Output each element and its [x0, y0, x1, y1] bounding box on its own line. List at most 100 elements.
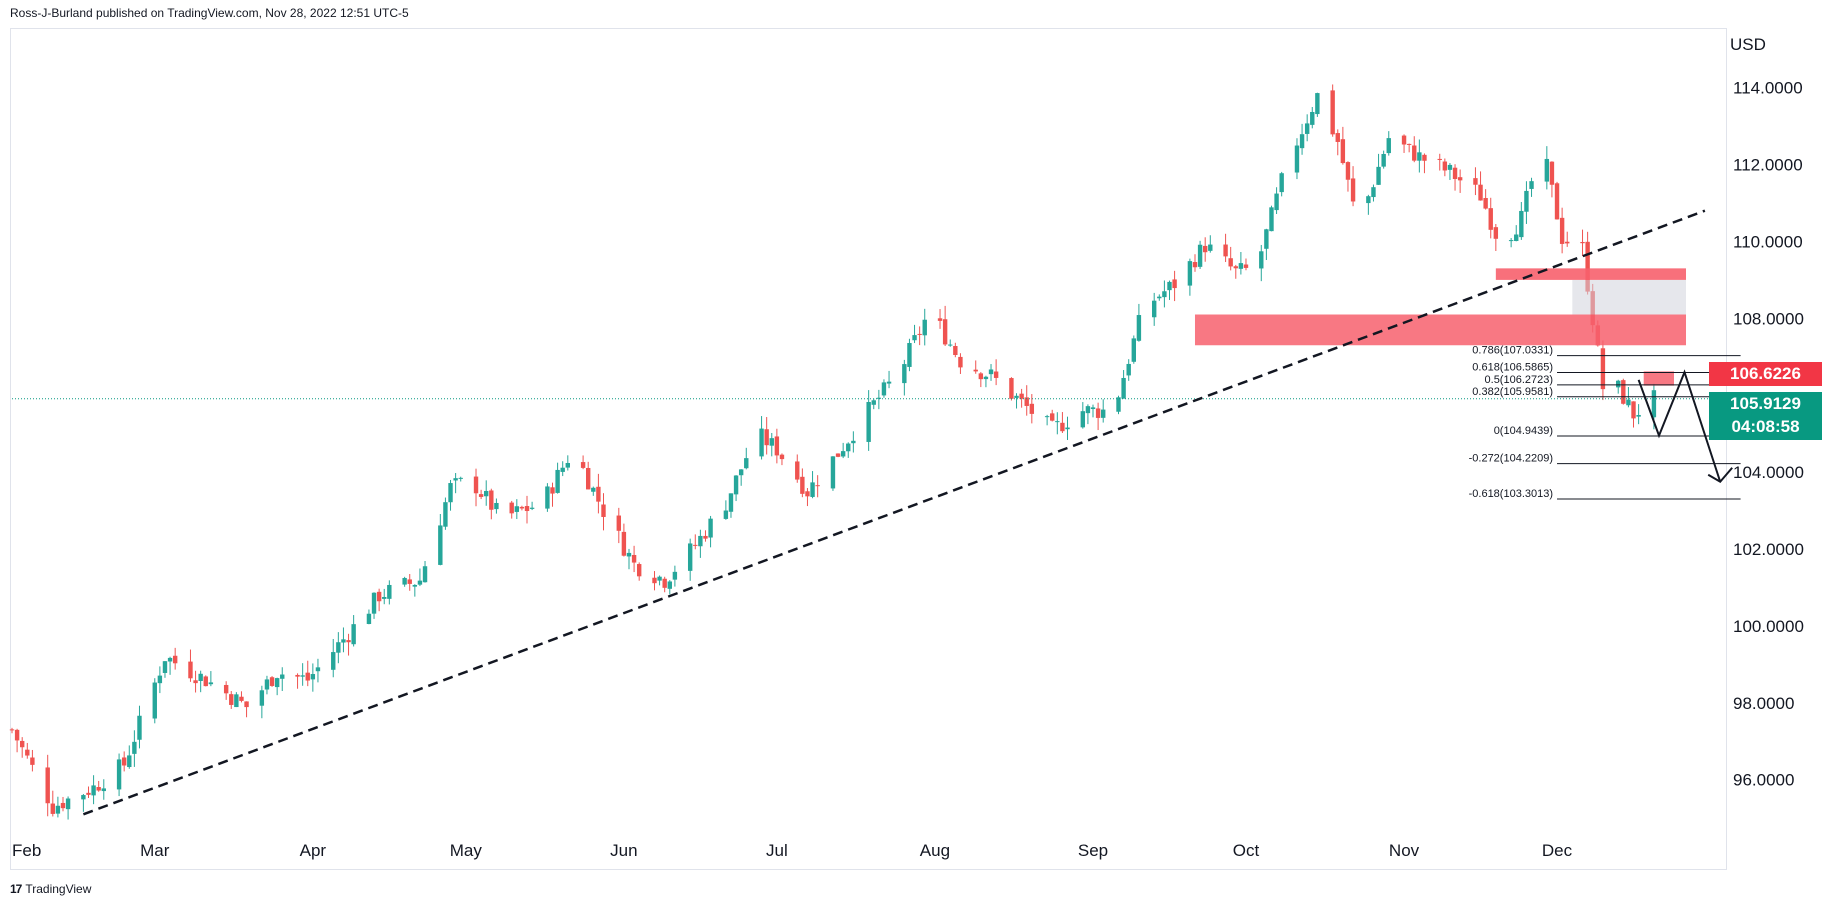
currency-label: USD — [1730, 35, 1766, 54]
candle-body — [759, 428, 764, 457]
candle-body — [636, 564, 642, 577]
candle-body — [846, 443, 851, 452]
candle-body — [1009, 378, 1014, 399]
x-tick-label: Jul — [766, 841, 788, 860]
candle-body — [1651, 390, 1657, 418]
candle-body — [1279, 173, 1284, 193]
candle-body — [1090, 407, 1096, 410]
candle-body — [519, 506, 525, 509]
candle-body — [1080, 411, 1086, 428]
candle-body — [805, 491, 810, 497]
candle-body — [988, 369, 994, 375]
y-tick-label: 98.0000 — [1733, 694, 1794, 713]
candle-body — [162, 661, 168, 673]
candle-body — [1101, 409, 1106, 418]
publisher-header: Ross-J-Burland published on TradingView.… — [10, 6, 409, 20]
x-tick-label: Sep — [1078, 841, 1108, 860]
candle-body — [443, 502, 448, 527]
candles-group — [9, 84, 1657, 820]
candle-body — [733, 475, 739, 495]
candle-body — [871, 400, 876, 405]
candle-body — [1422, 154, 1427, 161]
candle-body — [1228, 258, 1233, 267]
candle-body — [555, 469, 560, 493]
candle-body — [86, 792, 91, 795]
candle-body — [1600, 348, 1606, 390]
candle-body — [978, 373, 984, 380]
candle-body — [121, 757, 127, 766]
candle-body — [631, 554, 637, 563]
tradingview-logo-icon: 17 — [10, 882, 22, 896]
candle-body — [116, 759, 122, 790]
candle-body — [1264, 229, 1269, 249]
candle-body — [769, 438, 774, 446]
candle-body — [1197, 244, 1203, 267]
candle-body — [1447, 164, 1453, 170]
candle-body — [1631, 401, 1636, 419]
candle-body — [1621, 380, 1626, 404]
candle-body — [30, 757, 35, 765]
candle-body — [223, 684, 229, 694]
candle-body — [958, 356, 963, 368]
fib-level-label: 0(104.9439) — [1494, 425, 1553, 437]
candle-body — [601, 504, 606, 517]
fib-level-label: 0.618(106.5865) — [1472, 362, 1553, 374]
candle-body — [886, 381, 892, 384]
candle-body — [366, 613, 372, 624]
candle-body — [1202, 245, 1208, 253]
candle-body — [1019, 393, 1024, 399]
candle-body — [1044, 416, 1050, 418]
candle-body — [1524, 190, 1529, 212]
footer-brand-text: TradingView — [25, 882, 92, 896]
candle-body — [81, 795, 86, 800]
candle-body — [157, 675, 163, 684]
x-tick-label: Nov — [1389, 841, 1420, 860]
candle-body — [203, 676, 208, 687]
candle-body — [1116, 397, 1121, 412]
x-tick-label: Feb — [12, 841, 41, 860]
trendline — [82, 209, 1706, 816]
candle-body — [478, 494, 484, 497]
y-tick-label: 96.0000 — [1733, 771, 1794, 790]
candle-body — [1310, 111, 1315, 125]
candle-body — [269, 677, 275, 686]
candle-body — [1330, 90, 1335, 135]
candle-body — [101, 788, 106, 792]
candle-body — [19, 740, 25, 748]
candle-body — [1519, 210, 1524, 238]
candle-body — [1544, 158, 1550, 182]
candle-body — [1259, 251, 1264, 269]
candle-body — [1294, 145, 1300, 173]
candle-body — [412, 584, 418, 587]
candle-body — [1554, 183, 1560, 220]
candle-body — [341, 639, 346, 643]
candle-body — [942, 319, 948, 345]
candle-body — [657, 576, 662, 581]
candle-body — [264, 679, 270, 690]
x-tick-label: Aug — [920, 841, 950, 860]
candle-body — [672, 571, 678, 580]
candle-body — [983, 376, 989, 380]
x-tick-label: Mar — [140, 841, 170, 860]
candle-body — [453, 478, 458, 481]
candle-body — [687, 543, 693, 571]
candle-body — [1381, 153, 1386, 167]
candle-body — [1488, 208, 1493, 230]
candle-body — [907, 343, 912, 367]
last-price-value: 105.9129 — [1730, 394, 1801, 413]
candle-body — [1412, 145, 1417, 161]
candle-body — [1508, 240, 1514, 242]
x-tick-label: Jun — [610, 841, 637, 860]
y-tick-label: 114.0000 — [1733, 79, 1803, 98]
candle-body — [407, 579, 412, 584]
candle-body — [1065, 427, 1070, 430]
candle-body — [346, 640, 351, 643]
candle-body — [596, 486, 601, 502]
candle-body — [1208, 244, 1213, 251]
fib-level-label: -0.618(103.3013) — [1469, 488, 1553, 500]
y-tick-label: 104.0000 — [1733, 463, 1804, 482]
candle-body — [1616, 380, 1621, 388]
red-marker-price-tag: 106.6226 — [1709, 362, 1822, 386]
candle-body — [779, 454, 785, 460]
